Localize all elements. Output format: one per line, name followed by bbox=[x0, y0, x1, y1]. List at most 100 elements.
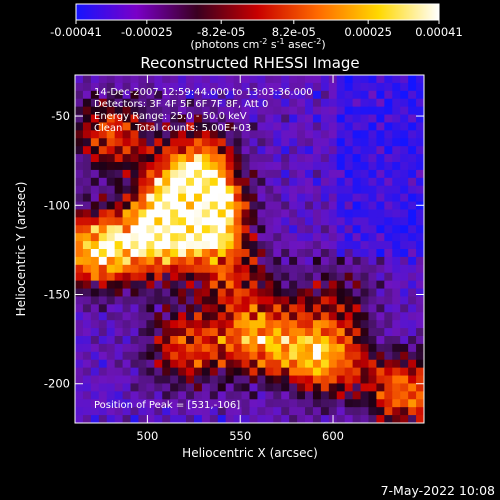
heatmap-cell bbox=[122, 256, 132, 266]
heatmap-cell bbox=[344, 399, 354, 408]
heatmap-cell bbox=[257, 312, 266, 321]
heatmap-cell bbox=[328, 106, 338, 116]
heatmap-cell bbox=[273, 122, 282, 131]
heatmap-cell bbox=[186, 241, 195, 250]
heatmap-cell bbox=[178, 98, 187, 108]
heatmap-cell bbox=[257, 280, 266, 290]
heatmap-cell bbox=[273, 154, 282, 163]
heatmap-cell bbox=[289, 383, 298, 392]
heatmap-cell bbox=[106, 217, 116, 226]
heatmap-cell bbox=[352, 383, 362, 392]
heatmap-cell bbox=[75, 90, 84, 100]
heatmap-cell bbox=[384, 146, 393, 155]
heatmap-cell bbox=[162, 98, 171, 108]
heatmap-cell bbox=[297, 272, 306, 282]
heatmap-cell bbox=[392, 407, 401, 416]
heatmap-cell bbox=[281, 90, 290, 100]
heatmap-cell bbox=[400, 185, 409, 195]
heatmap-cell bbox=[170, 154, 179, 163]
heatmap-cell bbox=[392, 415, 401, 423]
heatmap-cell bbox=[360, 391, 370, 400]
heatmap-cell bbox=[201, 383, 211, 392]
heatmap-cell bbox=[384, 209, 393, 218]
heatmap-cell bbox=[146, 130, 155, 139]
heatmap-cell bbox=[170, 359, 179, 369]
heatmap-cell bbox=[75, 241, 84, 250]
heatmap-cell bbox=[344, 343, 354, 353]
heatmap-cell bbox=[376, 280, 385, 290]
heatmap-cell bbox=[90, 217, 100, 226]
heatmap-cell bbox=[233, 114, 243, 124]
heatmap-cell bbox=[305, 312, 314, 321]
heatmap-cell bbox=[249, 343, 259, 353]
heatmap-cell bbox=[75, 154, 84, 163]
heatmap-cell bbox=[408, 288, 417, 298]
heatmap-cell bbox=[312, 209, 322, 218]
heatmap-cell bbox=[265, 201, 274, 211]
heatmap-cell bbox=[106, 280, 116, 290]
heatmap-cell bbox=[82, 264, 92, 274]
heatmap-cell bbox=[193, 169, 203, 179]
heatmap-cell bbox=[368, 130, 378, 139]
heatmap-cell bbox=[170, 130, 179, 139]
heatmap-cell bbox=[241, 399, 251, 408]
heatmap-cell bbox=[122, 146, 132, 155]
heatmap-cell bbox=[249, 328, 259, 337]
annotation-clean: Clean Total counts: 5.00E+03 bbox=[94, 123, 251, 134]
heatmap-cell bbox=[106, 343, 116, 353]
heatmap-cell bbox=[193, 296, 203, 305]
heatmap-cell bbox=[162, 359, 171, 369]
heatmap-cell bbox=[320, 185, 330, 195]
heatmap-cell bbox=[193, 399, 203, 408]
heatmap-cell bbox=[186, 288, 195, 298]
heatmap-cell bbox=[328, 375, 338, 385]
heatmap-cell bbox=[90, 225, 100, 234]
heatmap-cell bbox=[225, 209, 235, 218]
heatmap-cell bbox=[186, 399, 195, 408]
heatmap-cell bbox=[257, 407, 266, 416]
heatmap-cell bbox=[90, 272, 100, 282]
heatmap-cell bbox=[384, 193, 393, 203]
heatmap-cell bbox=[241, 90, 251, 100]
heatmap-cell bbox=[106, 249, 116, 258]
heatmap-cell bbox=[384, 280, 393, 290]
heatmap-cell bbox=[82, 217, 92, 226]
heatmap-cell bbox=[249, 407, 259, 416]
heatmap-cell bbox=[408, 162, 417, 171]
heatmap-cell bbox=[186, 82, 195, 92]
heatmap-cell bbox=[336, 383, 346, 392]
heatmap-cell bbox=[408, 264, 417, 274]
heatmap-cell bbox=[170, 343, 179, 353]
heatmap-cell bbox=[289, 90, 298, 100]
heatmap-cell bbox=[312, 312, 322, 321]
heatmap-cell bbox=[130, 225, 140, 234]
heatmap-cell bbox=[170, 415, 179, 423]
heatmap-cell bbox=[392, 399, 401, 408]
heatmap-cell bbox=[122, 288, 132, 298]
heatmap-cell bbox=[201, 312, 211, 321]
heatmap-cell bbox=[408, 304, 417, 313]
heatmap-cell bbox=[384, 320, 393, 329]
heatmap-cell bbox=[98, 359, 108, 369]
heatmap-cell bbox=[384, 90, 393, 100]
heatmap-cell bbox=[297, 375, 306, 385]
heatmap-cell bbox=[82, 193, 92, 203]
heatmap-cell bbox=[186, 233, 195, 242]
heatmap-cell bbox=[273, 114, 282, 124]
heatmap-cell bbox=[114, 336, 124, 345]
heatmap-cell bbox=[146, 146, 155, 155]
heatmap-cell bbox=[178, 138, 187, 147]
heatmap-cell bbox=[233, 407, 243, 416]
heatmap-cell bbox=[368, 391, 378, 400]
heatmap-cell bbox=[225, 233, 235, 242]
heatmap-cell bbox=[281, 320, 290, 329]
heatmap-cell bbox=[217, 304, 227, 313]
heatmap-cell bbox=[106, 399, 116, 408]
heatmap-cell bbox=[312, 351, 322, 361]
heatmap-cell bbox=[320, 288, 330, 298]
heatmap-cell bbox=[273, 162, 282, 171]
heatmap-cell bbox=[336, 312, 346, 321]
heatmap-cell bbox=[297, 177, 306, 187]
heatmap-cell bbox=[233, 98, 243, 108]
heatmap-cell bbox=[408, 82, 417, 92]
